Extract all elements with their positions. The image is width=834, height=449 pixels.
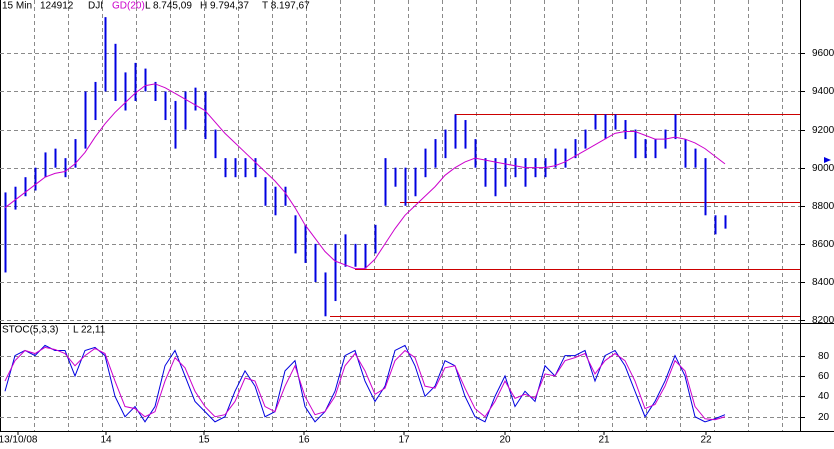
legend-entry: GD(20) [112,1,145,12]
y-tick-label: 9200 [812,125,834,136]
stochastic-line [4,346,726,421]
y-tick-label: 60 [818,371,830,382]
x-tick-label: 22 [700,435,712,446]
x-tick-label: 15 [198,435,210,446]
y-tick-label: 9000 [812,163,834,174]
header-text: 124912 [40,1,74,12]
x-tick-label: 14 [100,435,112,446]
header-text: L 8.745,09 [145,1,192,12]
y-tick-label: 8600 [812,239,834,250]
y-tick-label: 20 [818,412,830,423]
x-tick-label: 20 [499,435,511,446]
x-tick-label: 21 [598,435,610,446]
header-text: 15 Min [2,1,32,12]
header-text: H 9.794,37 [200,1,249,12]
price-marker [824,157,831,163]
y-tick-label: 9600 [812,48,834,59]
y-tick-label: 8400 [812,277,834,288]
y-tick-label: 40 [818,391,830,402]
y-tick-label: 9400 [812,86,834,97]
y-tick-label: 8800 [812,201,834,212]
indicator-title: STOC(5,3,3) [2,325,59,336]
stochastic-line [4,344,726,423]
moving-average [4,83,726,270]
x-tick-label: 17 [398,435,410,446]
header-text: DJI [88,1,103,12]
indicator-label: L 22,11 [73,325,106,336]
y-tick-label: 80 [818,351,830,362]
x-tick-label: 16 [298,435,310,446]
y-tick-label: 8200 [812,315,834,326]
x-tick-label: 13/10/08 [0,435,38,446]
header-text: T 8.197,67 [262,1,310,12]
